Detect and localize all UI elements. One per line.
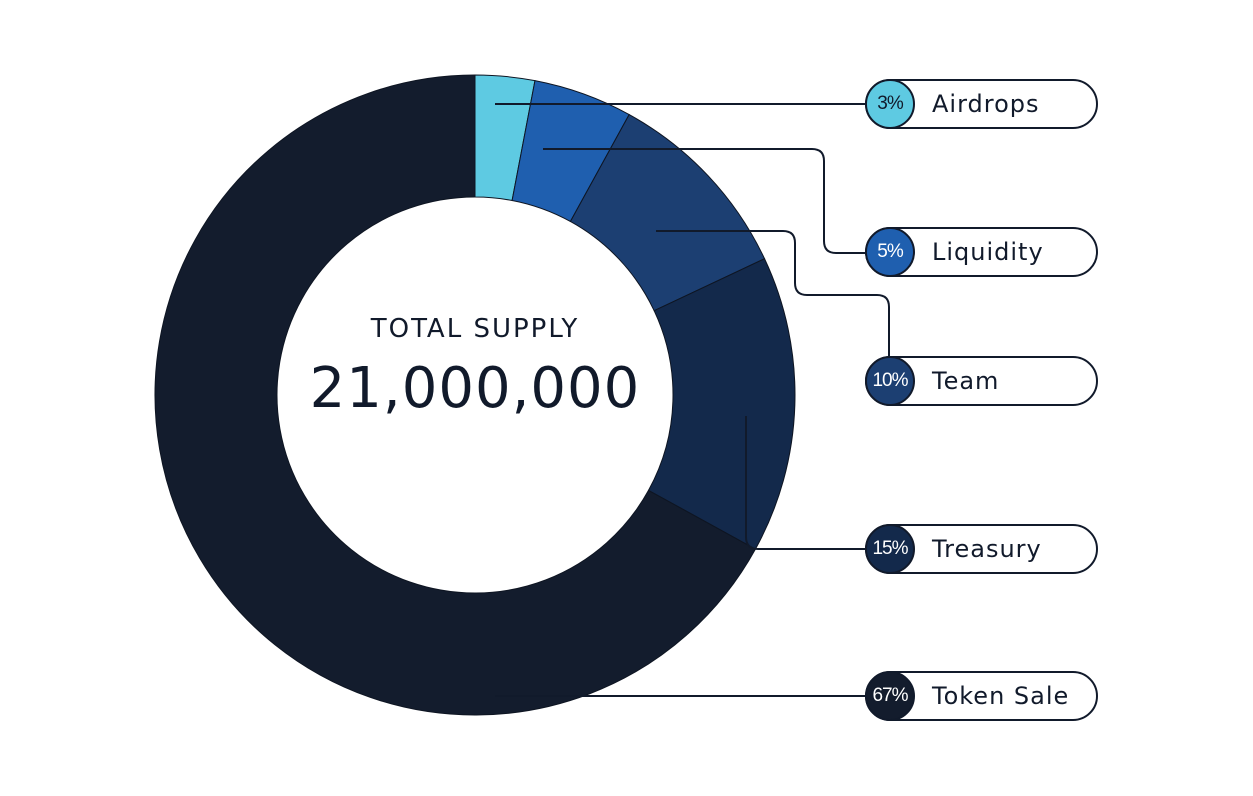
legend-item-treasury: 15% Treasury [865,524,1098,574]
leader-line-team [656,230,890,357]
slice-token-sale [154,74,757,716]
total-supply-value: 21,000,000 [309,356,641,421]
leader-line-treasury [745,416,866,550]
legend-percent-badge: 5% [865,227,915,277]
legend-label: Team [932,367,1000,395]
leader-line-liquidity [543,148,866,254]
slice-treasury [647,258,796,550]
legend-item-team: 10% Team [865,356,1098,406]
total-supply-title: TOTAL SUPPLY [370,314,580,344]
legend-item-airdrops: 3% Airdrops [865,79,1098,129]
legend-label: Airdrops [932,90,1040,118]
legend-label: Treasury [932,535,1042,563]
legend-percent-badge: 15% [865,524,915,574]
legend-label: Liquidity [932,238,1044,266]
legend-label: Token Sale [932,682,1070,710]
legend-item-token-sale: 67% Token Sale [865,671,1098,721]
legend-percent-badge: 67% [865,671,915,721]
legend-percent-badge: 10% [865,356,915,406]
legend-item-liquidity: 5% Liquidity [865,227,1098,277]
legend-percent-badge: 3% [865,79,915,129]
